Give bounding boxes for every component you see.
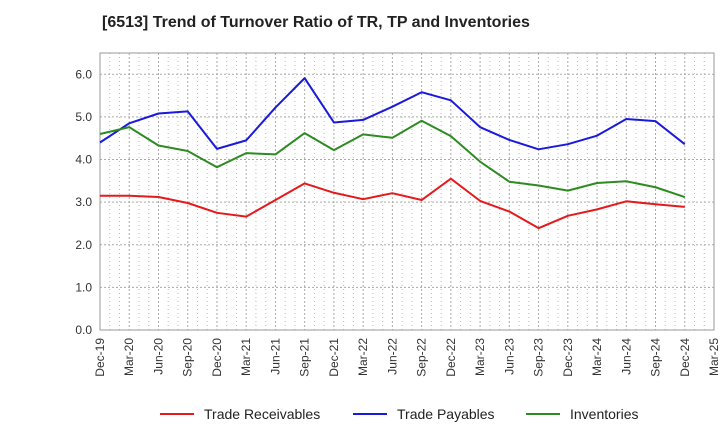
y-tick-label: 6.0 — [75, 67, 92, 81]
plot-area — [99, 52, 715, 331]
legend-label: Inventories — [570, 406, 638, 422]
x-tick-label: Dec-22 — [444, 338, 458, 377]
x-tick-label: Sep-22 — [415, 338, 429, 377]
series-line-inventories — [99, 119, 686, 198]
x-tick-label: Mar-22 — [356, 338, 370, 376]
x-tick-label: Mar-21 — [239, 338, 253, 376]
x-axis: Dec-19 Mar-20 Jun-20 Sep-20 Dec-20 Mar-21 Jun-… — [93, 338, 720, 377]
x-tick-label: Dec-21 — [327, 338, 341, 377]
y-tick-label: 5.0 — [75, 110, 92, 124]
x-tick-label: Sep-21 — [298, 338, 312, 377]
series-line-trade-payables — [99, 77, 686, 151]
chart-title: [6513] Trend of Turnover Ratio of TR, TP… — [102, 14, 530, 31]
series-group — [99, 77, 686, 230]
grid-lines — [99, 53, 715, 331]
x-tick-label: Dec-24 — [678, 338, 692, 377]
x-tick-label: Dec-20 — [210, 338, 224, 377]
x-tick-label: Jun-22 — [385, 338, 399, 375]
y-tick-label: 0.0 — [75, 323, 92, 337]
x-tick-label: Jun-21 — [268, 338, 282, 375]
x-tick-label: Sep-20 — [181, 338, 195, 377]
y-tick-label: 4.0 — [75, 153, 92, 167]
x-tick-label: Dec-23 — [561, 338, 575, 377]
x-tick-label: Mar-24 — [590, 338, 604, 376]
y-axis: 0.0 1.0 2.0 3.0 4.0 5.0 6.0 — [75, 67, 92, 337]
x-tick-label: Sep-23 — [532, 338, 546, 377]
x-tick-label: Sep-24 — [649, 338, 663, 377]
legend-label: Trade Receivables — [204, 406, 320, 422]
x-tick-label: Jun-20 — [151, 338, 165, 375]
y-tick-label: 1.0 — [75, 280, 92, 294]
legend: Trade Receivables Trade Payables Inventori… — [160, 406, 638, 422]
x-tick-label: Jun-24 — [619, 338, 633, 375]
x-tick-label: Mar-23 — [473, 338, 487, 376]
y-tick-label: 3.0 — [75, 195, 92, 209]
x-tick-label: Jun-23 — [502, 338, 516, 375]
x-tick-label: Dec-19 — [93, 338, 107, 377]
series-line-trade-receivables — [100, 177, 685, 230]
x-tick-label: Mar-25 — [707, 338, 720, 376]
x-tick-label: Mar-20 — [122, 338, 136, 376]
legend-label: Trade Payables — [397, 406, 495, 422]
y-tick-label: 2.0 — [75, 238, 92, 252]
